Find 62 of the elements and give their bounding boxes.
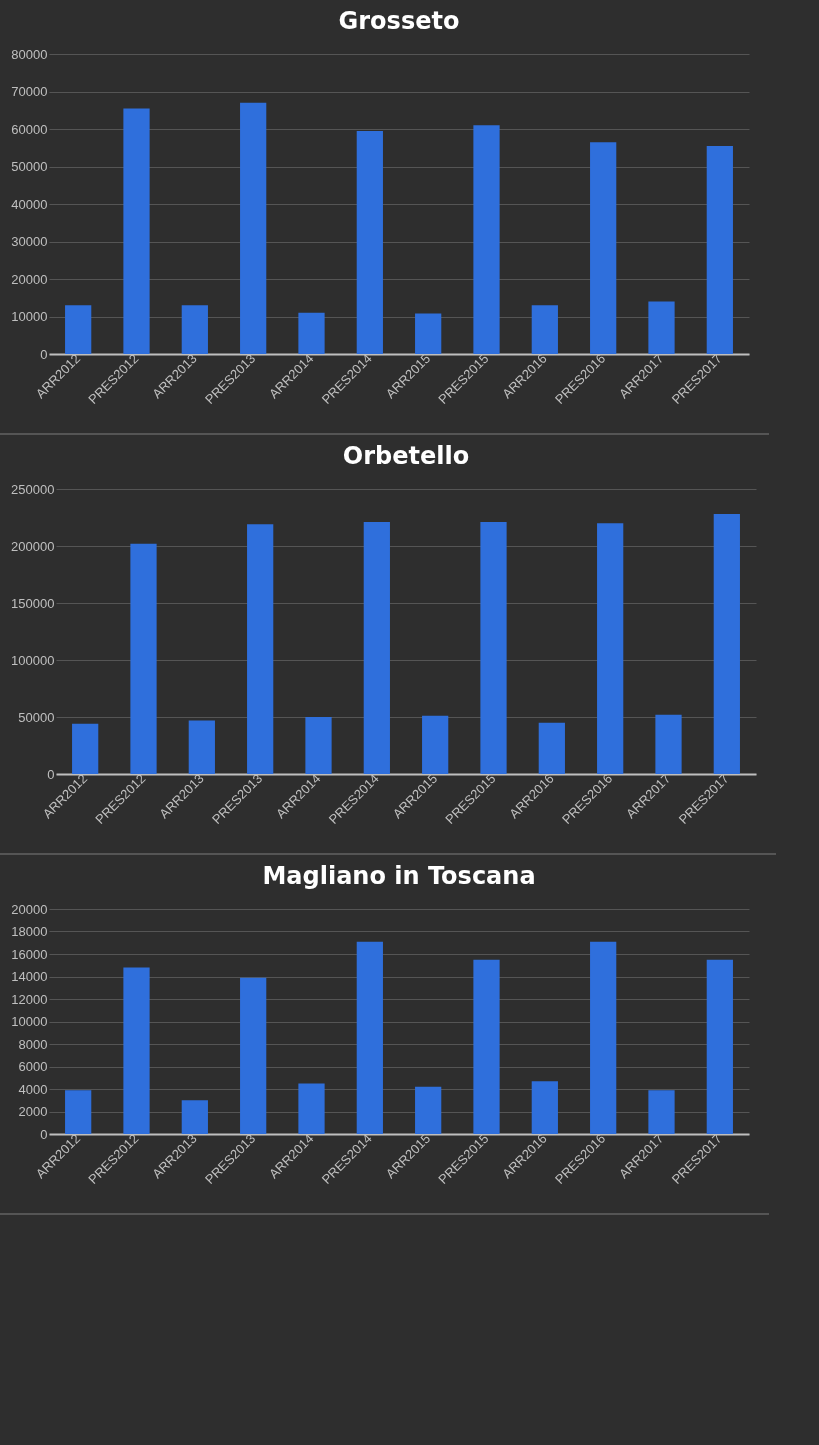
bar: [363, 522, 390, 774]
y-tick-label: 2000: [18, 1104, 48, 1119]
y-tick-label: 6000: [18, 1059, 48, 1074]
bar: [65, 305, 92, 354]
y-tick-label: 200000: [11, 538, 55, 554]
bar: [415, 1086, 442, 1134]
bar: [181, 1100, 208, 1134]
bar: [531, 1081, 558, 1134]
bar: [240, 102, 267, 354]
y-tick-label: 30000: [11, 234, 48, 249]
bar: [356, 130, 383, 354]
bar: [706, 145, 733, 354]
bar: [130, 543, 157, 774]
bar: [188, 720, 215, 774]
bar: [538, 722, 565, 774]
chart-title: Magliano in Toscana: [262, 862, 536, 890]
y-tick-label: 18000: [11, 924, 48, 939]
y-tick-label: 12000: [11, 991, 48, 1007]
bar: [648, 301, 675, 354]
bar: [590, 142, 617, 354]
y-tick-label: 20000: [11, 901, 48, 917]
bar: [305, 717, 332, 774]
bar: [298, 1083, 325, 1134]
bar: [415, 313, 442, 354]
bar: [181, 305, 208, 354]
y-tick-label: 16000: [11, 946, 48, 962]
bar: [123, 108, 150, 354]
y-tick-label: 80000: [11, 46, 48, 62]
bar: [240, 977, 267, 1134]
y-tick-label: 10000: [11, 1014, 48, 1029]
bar: [713, 514, 740, 774]
bar: [480, 522, 507, 774]
bar: [247, 524, 274, 774]
y-tick-label: 10000: [11, 309, 48, 324]
y-tick-label: 50000: [11, 159, 48, 174]
bar: [473, 125, 500, 354]
y-tick-label: 40000: [11, 196, 48, 212]
bar: [655, 714, 682, 774]
y-tick-label: 250000: [11, 481, 55, 497]
bar: [72, 723, 99, 774]
y-tick-label: 14000: [11, 969, 48, 984]
y-tick-label: 100000: [11, 652, 55, 668]
bar: [65, 1090, 92, 1134]
y-tick-label: 4000: [18, 1081, 48, 1097]
chart-title: Orbetello: [342, 442, 470, 470]
bar: [123, 967, 150, 1134]
bar: [473, 959, 500, 1134]
bar: [531, 305, 558, 354]
y-tick-label: 8000: [18, 1036, 48, 1052]
bar: [706, 959, 733, 1134]
y-tick-label: 20000: [11, 271, 48, 287]
y-tick-label: 50000: [18, 709, 55, 725]
chart-title: Grosseto: [338, 7, 460, 35]
bar: [422, 715, 449, 774]
bar: [590, 941, 617, 1134]
y-tick-label: 60000: [11, 121, 48, 137]
bar: [597, 523, 624, 774]
bar: [648, 1090, 675, 1134]
y-tick-label: 150000: [11, 595, 55, 611]
y-tick-label: 70000: [11, 84, 48, 99]
bar: [356, 941, 383, 1134]
bar: [298, 312, 325, 354]
